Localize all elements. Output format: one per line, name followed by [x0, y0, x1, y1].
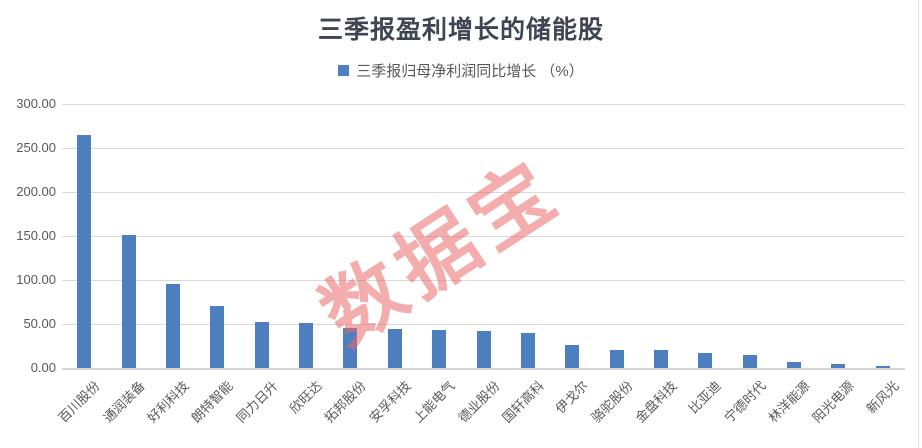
bar	[477, 331, 491, 368]
bar	[787, 362, 801, 368]
bar	[432, 330, 446, 368]
chart-title: 三季报盈利增长的储能股	[317, 16, 604, 44]
gridline	[62, 148, 905, 149]
gridline	[62, 104, 905, 105]
x-axis-label: 朗特智能	[188, 378, 236, 426]
y-axis-tick-label: 100.00	[16, 272, 56, 287]
bar	[610, 350, 624, 368]
x-axis-label: 通润装备	[100, 378, 148, 426]
x-axis-label: 国轩高科	[499, 378, 547, 426]
y-axis-tick-label: 300.00	[16, 96, 56, 111]
y-axis-tick-label: 0.00	[30, 360, 56, 375]
x-axis-label: 伊戈尔	[552, 378, 591, 417]
legend-label: 三季报归母净利润同比增长 （%）	[356, 63, 584, 80]
legend-swatch-icon	[338, 65, 350, 76]
x-axis-line	[62, 368, 905, 370]
x-axis-label: 金盘科技	[632, 378, 680, 426]
bar	[122, 235, 136, 368]
x-axis-label: 好利科技	[144, 378, 192, 426]
bar	[565, 345, 579, 368]
x-axis-label: 拓邦股份	[321, 378, 369, 426]
bar	[343, 328, 357, 368]
bar	[654, 350, 668, 368]
window-right-border	[918, 0, 919, 448]
bar	[166, 284, 180, 368]
x-axis-label: 宁德时代	[721, 378, 769, 426]
bar	[743, 355, 757, 368]
x-axis-label: 阳光电源	[809, 378, 857, 426]
bar	[831, 364, 845, 368]
gridline	[62, 280, 905, 281]
y-axis-tick-label: 150.00	[16, 228, 56, 243]
watermark: 数据宝	[306, 143, 577, 362]
bar	[876, 366, 890, 368]
gridline	[62, 192, 905, 193]
bar	[255, 322, 269, 368]
y-axis-tick-label: 250.00	[16, 140, 56, 155]
x-axis-label: 林洋能源	[765, 378, 813, 426]
gridline	[62, 236, 905, 237]
bar	[388, 329, 402, 368]
bar	[77, 135, 91, 368]
x-axis-label: 骆驼股份	[588, 378, 636, 426]
y-axis-tick-label: 50.00	[23, 316, 56, 331]
bar	[521, 333, 535, 368]
bar	[210, 306, 224, 368]
bar	[698, 353, 712, 368]
x-axis-label: 新风光	[863, 378, 902, 417]
bar	[299, 323, 313, 368]
x-axis-label: 上能电气	[410, 378, 458, 426]
x-axis-label: 比亚迪	[685, 378, 724, 417]
y-axis-tick-label: 200.00	[16, 184, 56, 199]
x-axis-label: 德业股份	[455, 378, 503, 426]
gridline	[62, 324, 905, 325]
x-axis-label: 同力日升	[233, 378, 281, 426]
legend: 三季报归母净利润同比增长 （%）	[0, 60, 922, 81]
x-axis-label: 百川股份	[55, 378, 103, 426]
x-axis-label: 安孚科技	[366, 378, 414, 426]
